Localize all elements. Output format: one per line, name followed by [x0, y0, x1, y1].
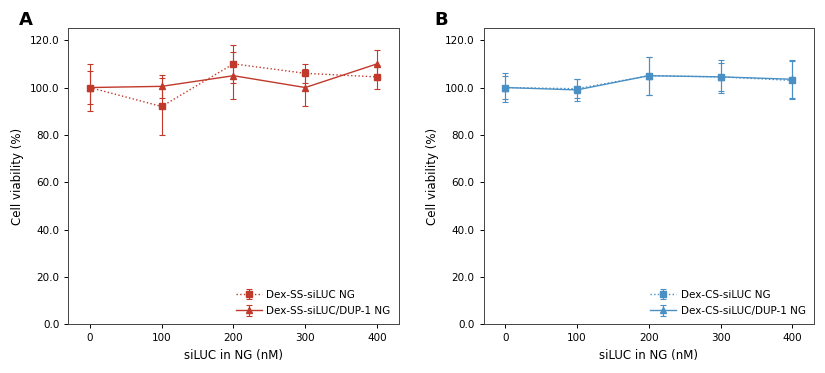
Y-axis label: Cell viability (%): Cell viability (%)	[427, 128, 440, 225]
Text: B: B	[434, 10, 448, 29]
X-axis label: siLUC in NG (nM): siLUC in NG (nM)	[599, 349, 698, 362]
Legend: Dex-SS-siLUC NG, Dex-SS-siLUC/DUP-1 NG: Dex-SS-siLUC NG, Dex-SS-siLUC/DUP-1 NG	[233, 286, 394, 319]
Legend: Dex-CS-siLUC NG, Dex-CS-siLUC/DUP-1 NG: Dex-CS-siLUC NG, Dex-CS-siLUC/DUP-1 NG	[648, 286, 808, 319]
X-axis label: siLUC in NG (nM): siLUC in NG (nM)	[184, 349, 283, 362]
Y-axis label: Cell viability (%): Cell viability (%)	[11, 128, 24, 225]
Text: A: A	[19, 10, 33, 29]
